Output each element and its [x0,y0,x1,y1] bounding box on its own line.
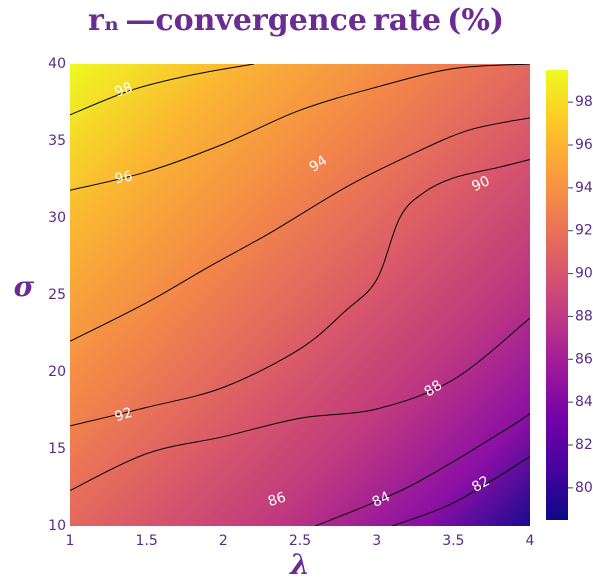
colorbar-tick-label: 86 [575,351,593,367]
y-axis-ticks: 10 15 20 25 30 35 40 [48,56,66,534]
x-tick-label: 4 [526,533,535,549]
x-tick-label: 2.5 [289,533,311,549]
colorbar-tick-label: 88 [575,308,593,324]
x-tick-label: 1 [66,533,75,549]
colorbar-tick-label: 84 [575,394,593,410]
colorbar-tick-label: 94 [575,180,593,196]
chart-title: rₙ —convergence rate (%) [88,3,504,38]
colorbar-tick-label: 82 [575,437,593,453]
colorbar-tick-label: 80 [575,480,593,496]
contour-line-90 [70,117,530,342]
contour-label-82: 82 [469,473,492,496]
y-tick-label: 10 [48,518,66,534]
x-tick-label: 3 [372,533,381,549]
x-tick-label: 1.5 [136,533,158,549]
contour-label-96: 96 [113,169,133,188]
x-axis-ticks: 1 1.5 2 2.5 3 3.5 4 [66,533,535,549]
y-tick-label: 30 [48,210,66,226]
colorbar-tick-label: 92 [575,223,593,239]
x-tick-label: 3.5 [442,533,464,549]
contour-line-82 [391,456,530,526]
contour-label-92: 92 [113,405,135,426]
x-tick-label: 2 [219,533,228,549]
colorbar-tick-label: 90 [575,266,593,282]
x-axis-label: λ [289,548,310,581]
y-axis-label: σ [14,270,35,303]
contour-label-86: 86 [266,489,288,510]
y-tick-label: 20 [48,364,66,380]
colorbar-tick-label: 96 [575,137,593,153]
y-tick-label: 15 [48,441,66,457]
heatmap-surface [70,64,530,526]
colorbar-tick-label: 98 [575,94,593,110]
y-tick-label: 35 [48,133,66,149]
contour-line-94 [70,64,255,116]
contour-label-84: 84 [370,489,393,511]
contour-line-88 [70,159,530,427]
colorbar [546,70,568,520]
contour-label-90: 90 [469,173,492,195]
contour-line-86 [70,317,530,492]
colorbar-ticks: 80 82 84 86 88 90 92 94 96 98 [568,94,593,496]
contour-lines [70,64,530,526]
contour-label-98: 98 [113,80,135,101]
contour-line-84 [315,413,530,526]
contour-line-92 [70,64,530,191]
y-tick-label: 40 [48,56,66,72]
y-tick-label: 25 [48,287,66,303]
